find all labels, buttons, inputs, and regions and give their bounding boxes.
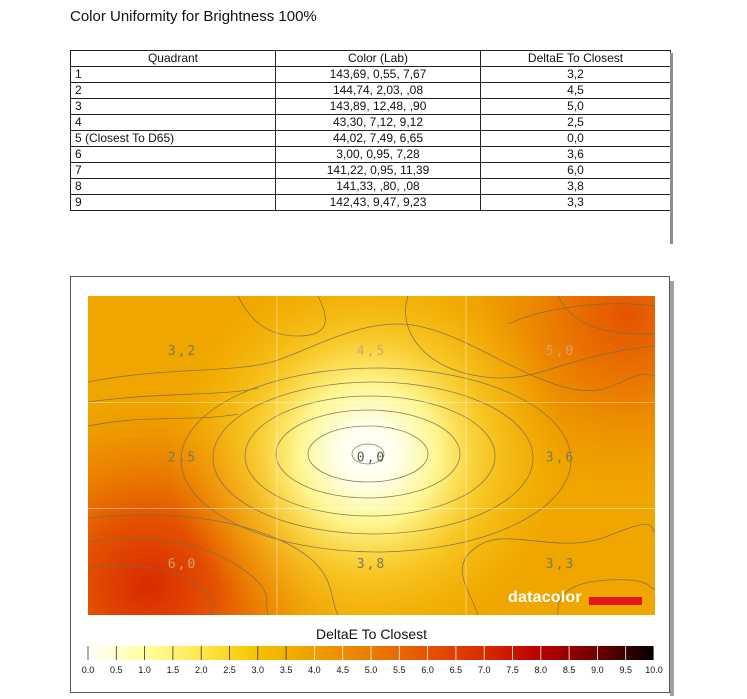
- table-row: 7 141,22, 0,95, 11,39 6,0: [70, 162, 671, 179]
- cell-label: 3,8: [357, 557, 386, 572]
- colorbar-tick-label: 2.5: [223, 665, 236, 675]
- cell-quadrant: 7: [70, 162, 276, 179]
- header-quadrant: Quadrant: [70, 50, 276, 67]
- cell-deltae: 3,8: [480, 178, 671, 195]
- colorbar-tick-label: 10.0: [645, 665, 663, 675]
- contour-lines: [88, 296, 655, 615]
- colorbar-tick-label: 9.0: [591, 665, 604, 675]
- cell-color-lab: 143,89, 12,48, ,90: [275, 98, 481, 115]
- cell-quadrant: 3: [70, 98, 276, 115]
- colorbar-tick-label: 8.0: [535, 665, 548, 675]
- header-color-lab: Color (Lab): [275, 50, 481, 67]
- cell-color-lab: 144,74, 2,03, ,08: [275, 82, 481, 99]
- colorbar-tick-label: 1.5: [167, 665, 180, 675]
- cell-color-lab: 142,43, 9,47, 9,23: [275, 194, 481, 211]
- colorbar-tick-label: 9.5: [619, 665, 632, 675]
- colorbar-tick-label: 4.5: [336, 665, 349, 675]
- table-row: 1 143,69, 0,55, 7,67 3,2: [70, 66, 671, 83]
- header-deltae: DeltaE To Closest: [480, 50, 671, 67]
- cell-quadrant: 5 (Closest To D65): [70, 130, 276, 147]
- uniformity-table: Quadrant Color (Lab) DeltaE To Closest 1…: [70, 50, 671, 211]
- cell-label-layer: 3,2 4,5 5,0 2,5 0,0 3,6 6,0 3,8 3,3: [168, 344, 575, 572]
- colorbar-tick-label: 5.0: [365, 665, 378, 675]
- colorbar-tick-label: 7.5: [506, 665, 519, 675]
- cell-color-lab: 43,30, 7,12, 9,12: [275, 114, 481, 131]
- table-row: 8 141,33, ,80, ,08 3,8: [70, 178, 671, 195]
- colorbar-tick-label: 7.0: [478, 665, 491, 675]
- colorbar-tick-label: 3.5: [280, 665, 293, 675]
- datacolor-logo: datacolor: [508, 589, 582, 606]
- cell-label: 6,0: [168, 557, 197, 572]
- cell-color-lab: 143,69, 0,55, 7,67: [275, 66, 481, 83]
- table-row: 2 144,74, 2,03, ,08 4,5: [70, 82, 671, 99]
- colorbar-tick-label: 3.0: [252, 665, 265, 675]
- cell-label: 3,6: [546, 451, 575, 466]
- cell-color-lab: 44,02, 7,49, 6,65: [275, 130, 481, 147]
- cell-label: 5,0: [546, 344, 575, 359]
- cell-color-lab: 141,33, ,80, ,08: [275, 178, 481, 195]
- colorbar-tick-label: 2.0: [195, 665, 208, 675]
- cell-label: 4,5: [357, 344, 386, 359]
- colorbar-tick-label: 6.0: [421, 665, 434, 675]
- cell-quadrant: 6: [70, 146, 276, 163]
- cell-quadrant: 2: [70, 82, 276, 99]
- table-row: 4 43,30, 7,12, 9,12 2,5: [70, 114, 671, 131]
- cell-label: 3,2: [168, 344, 197, 359]
- colorbar-tick-label: 8.5: [563, 665, 576, 675]
- table-row: 6 3,00, 0,95, 7,28 3,6: [70, 146, 671, 163]
- page-title: Color Uniformity for Brightness 100%: [70, 8, 317, 25]
- cell-deltae: 2,5: [480, 114, 671, 131]
- cell-color-lab: 141,22, 0,95, 11,39: [275, 162, 481, 179]
- cell-quadrant: 4: [70, 114, 276, 131]
- cell-deltae: 6,0: [480, 162, 671, 179]
- colorbar: 0.0 0.5 1.0 1.5 2.0 2.5 3.0 3.5 4.0 4.5 5.0 5.5 6.0 6…: [82, 646, 663, 675]
- cell-deltae: 3,2: [480, 66, 671, 83]
- table-row: 5 (Closest To D65) 44,02, 7,49, 6,65 0,0: [70, 130, 671, 147]
- heatmap-center-shade: [88, 296, 655, 615]
- cell-deltae: 3,3: [480, 194, 671, 211]
- colorbar-tick-label: 5.5: [393, 665, 406, 675]
- colorbar-ticks: 0.0 0.5 1.0 1.5 2.0 2.5 3.0 3.5 4.0 4.5 5.0 5.5 6.0 6…: [82, 646, 663, 675]
- cell-quadrant: 9: [70, 194, 276, 211]
- cell-label: 0,0: [357, 451, 386, 466]
- cell-quadrant: 1: [70, 66, 276, 83]
- cell-label: 3,3: [546, 557, 575, 572]
- cell-deltae: 3,6: [480, 146, 671, 163]
- colorbar-tick-label: 0.5: [110, 665, 123, 675]
- cell-deltae: 4,5: [480, 82, 671, 99]
- colorbar-title: DeltaE To Closest: [315, 626, 427, 642]
- grid-lines: [88, 296, 655, 615]
- cell-color-lab: 3,00, 0,95, 7,28: [275, 146, 481, 163]
- uniformity-heatmap: 3,2 4,5 5,0 2,5 0,0 3,6 6,0 3,8 3,3: [88, 296, 655, 615]
- cell-deltae: 0,0: [480, 130, 671, 147]
- cell-label: 2,5: [168, 451, 197, 466]
- table-row: 9 142,43, 9,47, 9,23 3,3: [70, 194, 671, 211]
- colorbar-tick-label: 0.0: [82, 665, 95, 675]
- table-row: 3 143,89, 12,48, ,90 5,0: [70, 98, 671, 115]
- cell-deltae: 5,0: [480, 98, 671, 115]
- colorbar-tick-label: 4.0: [308, 665, 321, 675]
- colorbar-tick-label: 1.0: [138, 665, 151, 675]
- cell-quadrant: 8: [70, 178, 276, 195]
- table-header-row: Quadrant Color (Lab) DeltaE To Closest: [70, 50, 671, 67]
- colorbar-tick-label: 6.5: [450, 665, 463, 675]
- uniformity-table-container: Quadrant Color (Lab) DeltaE To Closest 1…: [70, 50, 673, 244]
- datacolor-logo-bar: [589, 597, 642, 605]
